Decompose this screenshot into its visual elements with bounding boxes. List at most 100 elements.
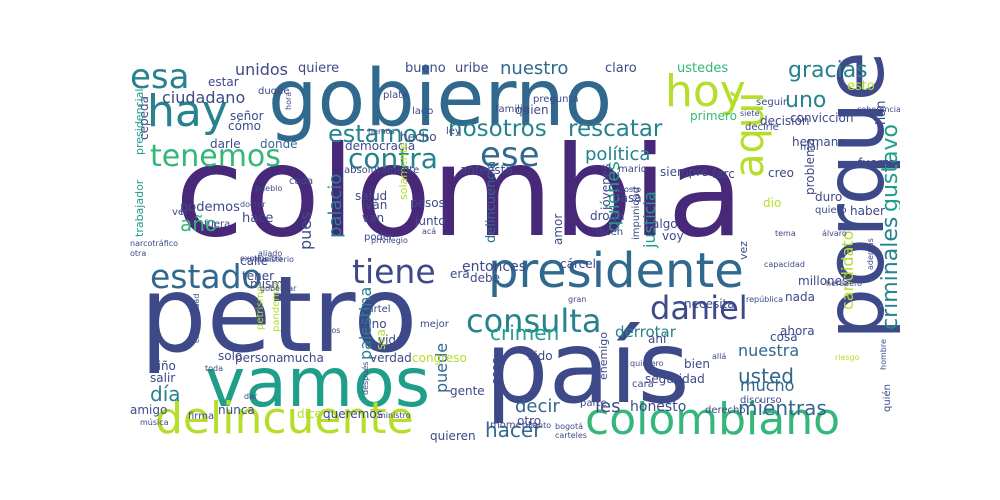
cloud-word: carteles — [555, 431, 587, 440]
cloud-word: dio — [763, 196, 782, 210]
cloud-word: convicción — [790, 111, 854, 125]
cloud-word: ver — [172, 207, 189, 218]
cloud-word: esa — [130, 57, 190, 97]
cloud-word: después — [361, 361, 370, 395]
cloud-word: tenemos — [150, 139, 281, 174]
cloud-word: tener — [242, 269, 275, 283]
cloud-word: salud — [355, 189, 388, 203]
cloud-word: voy — [662, 229, 684, 243]
cloud-word: mientras — [738, 396, 827, 420]
cloud-word: claro — [605, 61, 637, 76]
cloud-word: honesto — [630, 399, 687, 415]
cloud-word: año — [180, 212, 218, 236]
cloud-word: persona — [235, 351, 284, 365]
cloud-word: impunidad — [631, 186, 642, 240]
cloud-word: jóvenes — [599, 163, 613, 210]
cloud-word: presidencial — [133, 88, 146, 155]
cloud-word: aliado — [258, 249, 283, 258]
cloud-word: hay — [147, 86, 228, 137]
cloud-word: política — [585, 144, 651, 165]
cloud-word: entonces — [462, 259, 527, 275]
cloud-word: seguir — [756, 97, 787, 108]
cloud-word: estado — [150, 257, 262, 296]
cloud-word: familia — [495, 104, 529, 115]
cloud-word: verdad — [370, 351, 412, 365]
cloud-word: mucho — [740, 376, 795, 395]
cloud-word: democracia — [345, 139, 416, 153]
cloud-word: mal — [800, 142, 819, 153]
cloud-word: criminalidad — [192, 293, 201, 343]
cloud-word: pueblo — [255, 184, 283, 193]
cloud-word: riesgo — [835, 353, 860, 362]
cloud-word: cartel — [362, 304, 391, 315]
cloud-word: estar — [208, 75, 239, 89]
cloud-word: doctor — [240, 200, 266, 209]
cloud-word: ese — [480, 135, 540, 175]
cloud-word: colombia — [175, 120, 744, 265]
cloud-word: sino — [362, 317, 387, 331]
cloud-word: junto — [415, 214, 446, 228]
cloud-word: bogotá — [555, 422, 583, 431]
cloud-word: bien — [684, 357, 710, 371]
cloud-word: calle — [240, 254, 269, 268]
cloud-word: siempre — [660, 165, 709, 179]
cloud-word: gracias — [788, 58, 868, 83]
cloud-word: cómo — [228, 119, 261, 133]
cloud-word: cosa — [770, 330, 798, 344]
cloud-word: mismo — [250, 277, 291, 291]
cloud-word: música — [140, 418, 169, 427]
cloud-word: nuestra — [738, 341, 800, 360]
cloud-word: hora — [284, 91, 293, 110]
cloud-word: mejor — [420, 319, 449, 330]
cloud-word: gobierno — [268, 54, 613, 144]
cloud-word: decisión — [760, 114, 810, 128]
cloud-word: momento — [490, 420, 539, 431]
cloud-word: acá — [422, 227, 437, 236]
cloud-word: ley — [446, 126, 461, 137]
cloud-word: privilegio — [371, 236, 408, 245]
cloud-word: uribe — [455, 61, 489, 76]
cloud-word: unidos — [235, 60, 289, 79]
cloud-word: lado — [412, 106, 434, 117]
cloud-word: uno — [785, 88, 827, 113]
cloud-word: decirle — [745, 122, 779, 133]
cloud-word: gran — [568, 295, 587, 304]
cloud-word: pregunta — [533, 94, 579, 105]
cloud-word: pesos — [410, 196, 445, 210]
cloud-word: derecho — [705, 405, 746, 416]
cloud-word: trabajador — [133, 179, 146, 237]
cloud-word: cárcel — [560, 257, 596, 271]
cloud-word: hoy — [665, 66, 746, 117]
cloud-word: siete — [740, 109, 760, 118]
cloud-word: hacer — [485, 418, 542, 442]
cloud-word: otra — [130, 249, 147, 258]
cloud-word: esto — [847, 79, 875, 94]
cloud-word: dice — [297, 407, 322, 421]
cloud-word: dicen — [596, 227, 624, 238]
cloud-word: quiere — [298, 61, 340, 76]
cloud-word: allá — [712, 352, 727, 361]
cloud-word: hace — [242, 211, 274, 226]
cloud-word: presidente — [488, 243, 744, 299]
cloud-word: les — [595, 396, 621, 417]
cloud-word: hemos — [368, 127, 395, 136]
cloud-word: ustedes — [677, 61, 729, 76]
cloud-word: mucha — [283, 351, 324, 365]
cloud-word: palacio — [325, 173, 346, 238]
cloud-word: exministro — [240, 254, 283, 263]
cloud-word: pues — [296, 211, 315, 250]
cloud-word: cada — [289, 176, 314, 187]
cloud-word: ante — [460, 163, 488, 177]
cloud-word: debe — [470, 271, 500, 285]
cloud-word: estamos — [328, 120, 430, 148]
cloud-word: nunca — [218, 403, 255, 417]
cloud-word: amigo — [130, 403, 168, 417]
cloud-word: duque — [258, 86, 290, 97]
cloud-word: van — [362, 211, 385, 225]
cloud-word: salir — [150, 371, 176, 385]
cloud-word: dar — [244, 392, 258, 401]
cloud-word: seguridad — [645, 372, 705, 386]
cloud-word: derrotar — [615, 323, 676, 341]
cloud-word: esos — [489, 357, 503, 385]
cloud-word: país — [485, 309, 690, 426]
